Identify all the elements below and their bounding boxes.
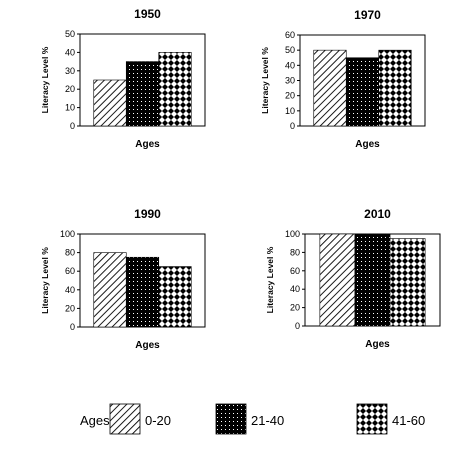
y-tick-label: 30 — [285, 76, 295, 86]
x-axis-label: Ages — [355, 139, 380, 150]
chart-2: 1990 0 20 40 60 80 100 Literacy Level % Ages — [40, 207, 206, 351]
x-axis-label: Ages — [135, 139, 160, 150]
y-axis-label: Literacy Level % — [265, 246, 275, 313]
chart-1: 1970 0 10 20 30 40 50 60 Literacy Level % Ages — [260, 8, 426, 150]
y-tick-label: 10 — [65, 103, 75, 113]
y-tick-label: 20 — [65, 84, 75, 94]
y-tick-label: 40 — [285, 60, 295, 70]
chart-title: 1990 — [134, 207, 161, 221]
x-axis-label: Ages — [365, 339, 390, 350]
bar-21-40 — [354, 233, 391, 327]
y-tick-label: 20 — [285, 91, 295, 101]
x-axis-label: Ages — [135, 340, 160, 351]
bar-0-20 — [93, 79, 127, 127]
y-tick-label: 30 — [65, 66, 75, 76]
bar-21-40 — [125, 256, 160, 328]
y-tick-label: 0 — [70, 121, 75, 131]
legend-title: Ages — [80, 413, 110, 428]
y-tick-label: 0 — [70, 322, 75, 332]
y-tick-label: 40 — [65, 47, 75, 57]
legend-swatch-21-40 — [215, 403, 247, 435]
y-tick-label: 50 — [65, 29, 75, 39]
bar-0-20 — [319, 233, 356, 327]
legend-label: 21-40 — [251, 413, 284, 428]
y-tick-label: 60 — [285, 30, 295, 40]
bar-41-60 — [378, 49, 412, 127]
bar-41-60 — [389, 238, 426, 327]
bar-21-40 — [345, 57, 380, 127]
bar-41-60 — [158, 266, 192, 328]
legend-label: 0-20 — [145, 413, 171, 428]
chart-3: 2010 0 20 40 60 80 100 Literacy Level % Ages — [265, 207, 441, 350]
bar-21-40 — [125, 61, 160, 127]
y-tick-label: 80 — [65, 248, 75, 258]
y-axis-label: Literacy Level % — [40, 247, 50, 314]
y-axis-label: Literacy Level % — [40, 46, 50, 113]
y-tick-label: 0 — [290, 121, 295, 131]
chart-title: 1950 — [134, 7, 161, 21]
bar-0-20 — [93, 252, 127, 328]
y-axis-label: Literacy Level % — [260, 47, 270, 114]
bar-41-60 — [158, 52, 192, 127]
chart-title: 1970 — [354, 8, 381, 22]
chart-title: 2010 — [364, 207, 391, 221]
y-tick-label: 100 — [285, 229, 300, 239]
y-tick-label: 100 — [60, 229, 75, 239]
y-tick-label: 40 — [65, 285, 75, 295]
y-tick-label: 60 — [65, 266, 75, 276]
y-tick-label: 60 — [290, 266, 300, 276]
y-tick-label: 50 — [285, 45, 295, 55]
legend-label: 41-60 — [392, 413, 425, 428]
legend: Ages 0-20 21-40 41-60 — [80, 403, 425, 435]
y-tick-label: 40 — [290, 284, 300, 294]
bar-0-20 — [313, 49, 347, 127]
y-tick-label: 20 — [65, 303, 75, 313]
chart-0: 1950 0 10 20 30 40 50 Literacy Level % Ages — [40, 7, 206, 150]
y-tick-label: 20 — [290, 303, 300, 313]
legend-swatch-0-20 — [109, 403, 141, 435]
y-tick-label: 0 — [295, 321, 300, 331]
y-tick-label: 80 — [290, 247, 300, 257]
y-tick-label: 10 — [285, 106, 295, 116]
legend-swatch-41-60 — [356, 403, 388, 435]
